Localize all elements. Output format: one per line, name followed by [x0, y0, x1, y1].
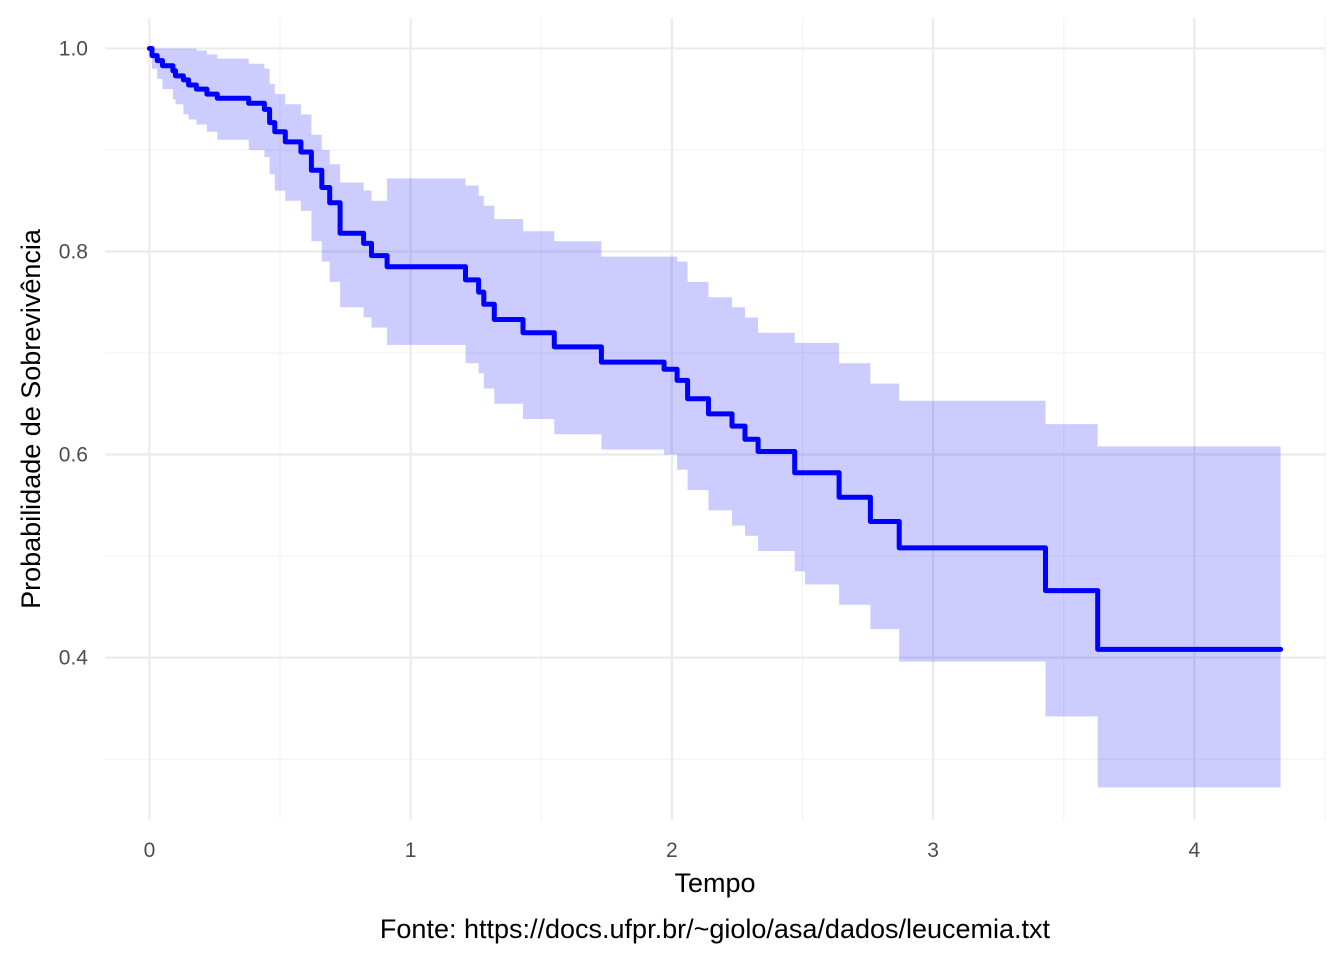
x-tick-label: 2	[666, 839, 678, 862]
y-tick-label: 0.4	[59, 647, 89, 670]
survival-line-layer	[146, 46, 1284, 652]
survival-curve	[146, 46, 1284, 652]
confidence-band	[149, 48, 1281, 788]
x-tick-labels: 0 1 2 3 4	[144, 839, 1201, 862]
x-tick-label: 0	[144, 839, 156, 862]
y-tick-labels: 0.4 0.6 0.8 1.0	[59, 37, 89, 669]
caption: Fonte: https://docs.ufpr.br/~giolo/asa/d…	[380, 914, 1051, 944]
major-gridlines	[105, 18, 1325, 820]
y-tick-label: 0.8	[59, 240, 88, 263]
confidence-band-layer	[149, 48, 1281, 788]
x-tick-label: 4	[1189, 839, 1201, 862]
minor-gridlines	[105, 18, 1326, 820]
y-axis-title: Probabilidade de Sobrevivência	[16, 228, 46, 609]
x-tick-label: 1	[405, 839, 417, 862]
x-axis-title: Tempo	[674, 868, 755, 898]
y-tick-label: 1.0	[59, 37, 88, 60]
y-tick-label: 0.6	[59, 444, 88, 467]
x-tick-label: 3	[927, 839, 939, 862]
